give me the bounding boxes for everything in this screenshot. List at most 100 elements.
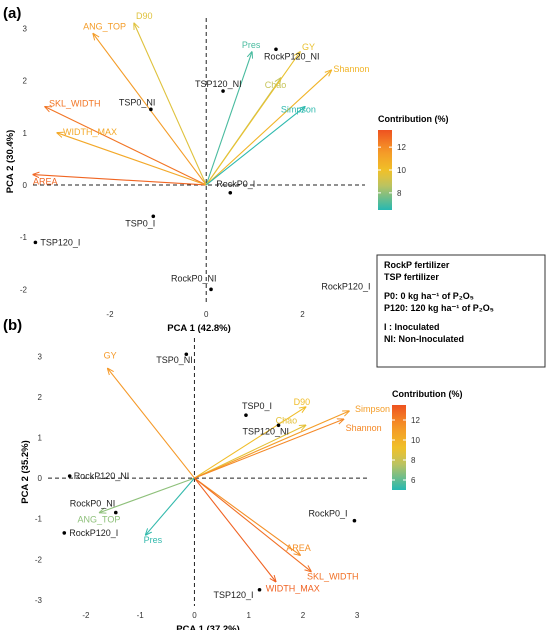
y-tick-label: -1 — [35, 515, 43, 524]
vector-label: GY — [302, 42, 315, 52]
sample-point — [149, 107, 153, 112]
loading-vector-area — [33, 175, 207, 186]
x-tick-label: 1 — [246, 611, 251, 620]
legend-tick-label: 12 — [397, 143, 406, 152]
vector-label: SKL_WIDTH — [49, 99, 101, 109]
vector-label: Simpson — [281, 105, 316, 115]
sample-point-label: RockP120_I — [321, 282, 370, 292]
legend-title: Contribution (%) — [378, 114, 448, 124]
treatment-key-line: TSP fertilizer — [384, 272, 439, 282]
legend-colorbar — [392, 405, 406, 490]
loading-vector-gy — [205, 52, 300, 186]
sample-point-label: TSP0_NI — [156, 355, 193, 365]
sample-point-label: TSP120_I — [214, 590, 254, 600]
sample-point — [67, 474, 72, 478]
x-tick-label: 0 — [192, 611, 197, 620]
x-tick-label: 2 — [300, 310, 305, 319]
vector-label: Pres — [144, 535, 163, 545]
loading-vector-d90 — [194, 407, 305, 479]
x-tick-label: -1 — [137, 611, 145, 620]
vector-label: AREA — [286, 543, 311, 553]
loading-vector-area — [194, 477, 300, 555]
x-tick-label: 3 — [355, 611, 360, 620]
sample-point-label: TSP120_NI — [243, 426, 290, 436]
y-tick-label: 0 — [38, 474, 43, 483]
loading-vector-simpson — [194, 411, 349, 479]
legend-tick-label: 6 — [411, 476, 416, 485]
vector-label: D90 — [136, 11, 153, 21]
sample-point — [113, 510, 118, 515]
treatment-key-line: P120: 120 kg ha⁻¹ of P₂O₅ — [384, 303, 494, 313]
sample-point — [274, 47, 278, 52]
sample-point-label: TSP120_NI — [195, 79, 242, 89]
sample-point-label: TSP0_I — [125, 218, 155, 228]
x-tick-label: -2 — [106, 310, 114, 319]
sample-point — [244, 413, 248, 417]
loading-vector-skl-width — [45, 107, 207, 186]
y-tick-label: 1 — [23, 129, 28, 138]
vector-label: Chao — [265, 80, 287, 90]
vector-label: Chao — [276, 415, 298, 425]
x-tick-label: 0 — [204, 310, 209, 319]
legend-colorbar — [378, 130, 392, 210]
sample-point — [228, 191, 233, 195]
treatment-key-line: P0: 0 kg ha⁻¹ of P₂O₅ — [384, 291, 474, 301]
y-axis-label: PCA 2 (30.4%) — [5, 130, 16, 194]
loading-vector-gy — [108, 368, 195, 479]
y-tick-label: -3 — [35, 596, 43, 605]
legend-tick-label: 8 — [411, 456, 416, 465]
vector-label: Pres — [242, 40, 261, 50]
y-axis-label: PCA 2 (35.2%) — [20, 440, 31, 504]
vector-label: AREA — [33, 177, 58, 187]
loading-vector-d90 — [134, 23, 207, 186]
loading-vector-ang-top — [100, 477, 195, 513]
vector-label: ANG_TOP — [83, 22, 126, 32]
vector-label: WIDTH_MAX — [266, 584, 320, 594]
y-tick-label: -1 — [20, 233, 28, 242]
x-axis-label: PCA 1 (42.8%) — [167, 323, 231, 334]
loading-vector-chao — [194, 425, 305, 479]
sample-point — [209, 287, 213, 292]
y-tick-label: 1 — [38, 433, 43, 442]
y-tick-label: 2 — [38, 393, 43, 402]
sample-point-label: RockP120_NI — [74, 471, 130, 481]
treatment-key-box: RockP fertilizer TSP fertilizer P0: 0 kg h… — [376, 254, 546, 368]
sample-point-label: RockP120_I — [69, 528, 118, 538]
legend-title: Contribution (%) — [392, 389, 462, 399]
sample-point-label: TSP120_I — [40, 237, 80, 247]
sample-point — [221, 89, 225, 93]
loading-vector-width-max — [194, 477, 275, 582]
loading-vector-skl-width — [194, 477, 311, 571]
sample-point — [352, 518, 357, 523]
vector-label: WIDTH_MAX — [63, 127, 117, 137]
vector-label: SKL_WIDTH — [307, 571, 359, 581]
y-tick-label: 3 — [23, 24, 28, 33]
y-tick-label: 2 — [23, 77, 28, 86]
vector-label: Shannon — [333, 64, 369, 74]
x-axis-label: PCA 1 (37.2%) — [176, 624, 240, 630]
y-tick-label: -2 — [20, 285, 28, 294]
panel-label: (b) — [3, 317, 22, 334]
y-tick-label: 0 — [23, 181, 28, 190]
sample-point — [184, 352, 189, 357]
vector-label: GY — [104, 350, 117, 360]
sample-point-label: RockP0_NI — [171, 273, 217, 283]
vector-label: D90 — [294, 397, 311, 407]
loading-vector-pres — [146, 477, 195, 535]
sample-point — [276, 423, 281, 428]
sample-point-label: RockP0_I — [216, 179, 255, 189]
vector-label: Shannon — [346, 423, 382, 433]
sample-point — [33, 240, 38, 245]
legend-tick-label: 10 — [411, 436, 420, 445]
sample-point — [62, 531, 67, 535]
vector-label: ANG_TOP — [78, 515, 121, 525]
loading-vector-simpson — [205, 107, 305, 186]
sample-point-label: RockP0_I — [308, 509, 347, 519]
y-tick-label: -2 — [35, 555, 43, 564]
loading-vector-pres — [205, 52, 252, 186]
sample-point-label: TSP0_I — [242, 401, 272, 411]
sample-point-label: RockP120_NI — [264, 51, 320, 61]
